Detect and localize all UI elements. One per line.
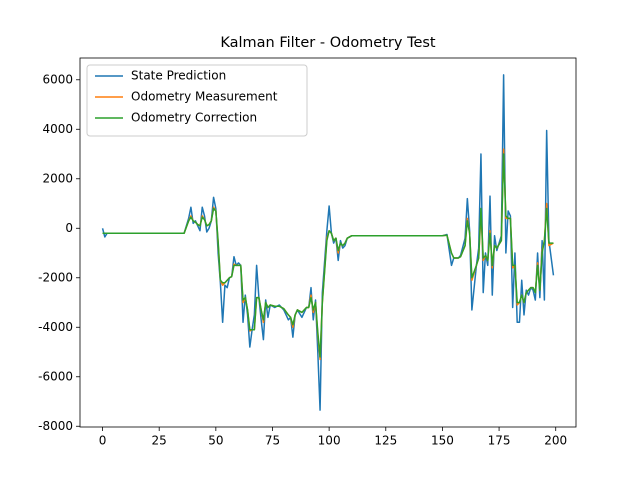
x-tick-label: 0 — [99, 434, 107, 448]
legend-label: Odometry Correction — [131, 111, 257, 125]
y-tick-label: -2000 — [38, 270, 73, 284]
x-tick-label: 125 — [374, 434, 397, 448]
y-tick-label: -6000 — [38, 369, 73, 383]
y-tick-label: -8000 — [38, 419, 73, 433]
x-tick-label: 200 — [544, 434, 567, 448]
chart-title: Kalman Filter - Odometry Test — [220, 35, 436, 51]
legend-label: State Prediction — [131, 69, 226, 83]
x-tick-label: 50 — [208, 434, 223, 448]
series-line — [101, 74, 555, 411]
x-tick-label: 100 — [318, 434, 341, 448]
series-line — [102, 153, 554, 358]
y-tick-label: 2000 — [42, 171, 73, 185]
y-tick-label: 6000 — [42, 72, 73, 86]
plot-frame — [79, 57, 577, 428]
x-tick-label: 25 — [152, 434, 167, 448]
x-tick-label: 175 — [488, 434, 511, 448]
y-tick-label: -4000 — [38, 320, 73, 334]
legend-label: Odometry Measurement — [131, 90, 278, 104]
x-tick-label: 75 — [265, 434, 280, 448]
y-tick-label: 0 — [65, 221, 73, 235]
y-tick-label: 4000 — [42, 122, 73, 136]
x-tick-label: 150 — [431, 434, 454, 448]
legend-box — [86, 64, 308, 137]
